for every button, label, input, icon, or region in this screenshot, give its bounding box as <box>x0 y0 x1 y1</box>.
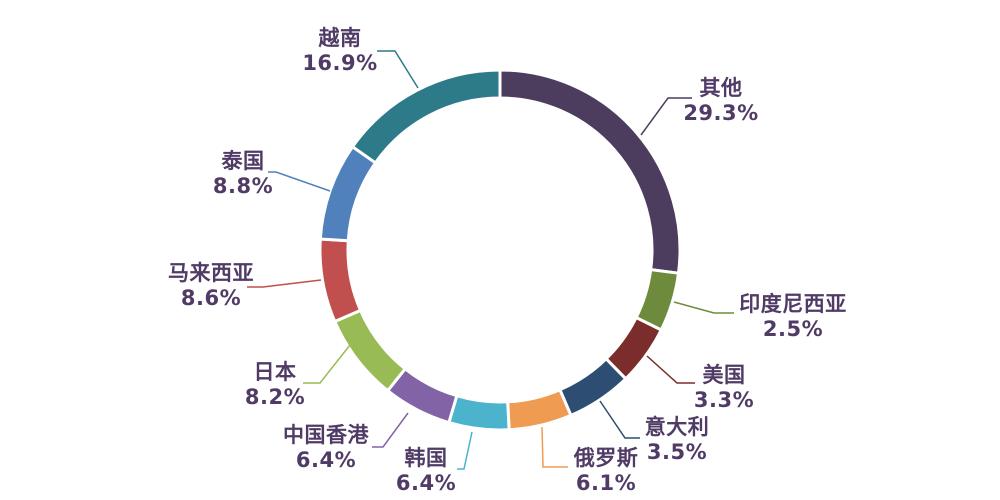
slice-label-name-0: 其他 <box>699 76 743 100</box>
slice-label-3: 意大利 3.5% <box>567 415 787 465</box>
leader-line-1 <box>673 301 734 314</box>
slice-label-5: 韩国 6.4% <box>316 446 536 496</box>
slice-label-name-10: 越南 <box>318 26 362 50</box>
slice-label-value-1: 2.5% <box>762 317 824 341</box>
slice-label-name-7: 日本 <box>253 360 297 384</box>
slice-label-2: 美国 3.3% <box>614 363 834 413</box>
leader-line-4 <box>541 426 568 468</box>
slice-label-value-6: 6.4% <box>295 448 357 472</box>
slice-label-value-7: 8.2% <box>244 385 306 409</box>
leader-line-10 <box>377 50 419 89</box>
slice-label-0: 其他 29.3% <box>611 76 831 126</box>
leader-line-0 <box>640 97 692 136</box>
slice-label-value-4: 6.1% <box>575 471 637 495</box>
slice-label-value-5: 6.4% <box>395 471 457 495</box>
slice-label-10: 越南 16.9% <box>230 26 450 76</box>
slice-label-value-10: 16.9% <box>302 51 378 75</box>
slice-label-name-1: 印度尼西亚 <box>739 292 847 316</box>
leader-line-5 <box>457 431 473 470</box>
slice-label-value-9: 8.8% <box>212 174 274 198</box>
slice-label-7: 日本 8.2% <box>165 360 385 410</box>
slice-label-name-6: 中国香港 <box>283 423 369 447</box>
donut-segment-5[interactable] <box>447 394 511 432</box>
slice-label-8: 马来西亚 8.6% <box>101 261 321 311</box>
slice-label-name-3: 意大利 <box>644 415 710 439</box>
leader-line-9 <box>268 171 331 192</box>
slice-label-value-8: 8.6% <box>180 286 242 310</box>
slice-label-name-5: 韩国 <box>404 446 448 470</box>
leader-line-2 <box>646 355 695 384</box>
slice-label-name-9: 泰国 <box>221 149 265 173</box>
slice-label-value-2: 3.3% <box>693 388 755 412</box>
slice-label-name-8: 马来西亚 <box>168 261 254 285</box>
slice-label-9: 泰国 8.8% <box>133 149 353 199</box>
leader-line-7 <box>303 344 351 384</box>
slice-label-name-2: 美国 <box>702 363 746 387</box>
slice-label-value-3: 3.5% <box>646 440 708 464</box>
leader-line-8 <box>247 279 322 288</box>
donut-segment-10[interactable] <box>351 68 502 165</box>
slice-label-name-4: 俄罗斯 <box>573 446 639 470</box>
donut-segment-8[interactable] <box>318 237 362 323</box>
slice-label-4: 俄罗斯 6.1% <box>496 446 716 496</box>
leader-line-6 <box>372 412 409 448</box>
slice-label-6: 中国香港 6.4% <box>216 423 436 473</box>
leader-line-3 <box>599 400 640 439</box>
donut-segment-4[interactable] <box>506 388 573 432</box>
slice-label-value-0: 29.3% <box>683 101 759 125</box>
slice-label-1: 印度尼西亚 2.5% <box>683 292 903 342</box>
